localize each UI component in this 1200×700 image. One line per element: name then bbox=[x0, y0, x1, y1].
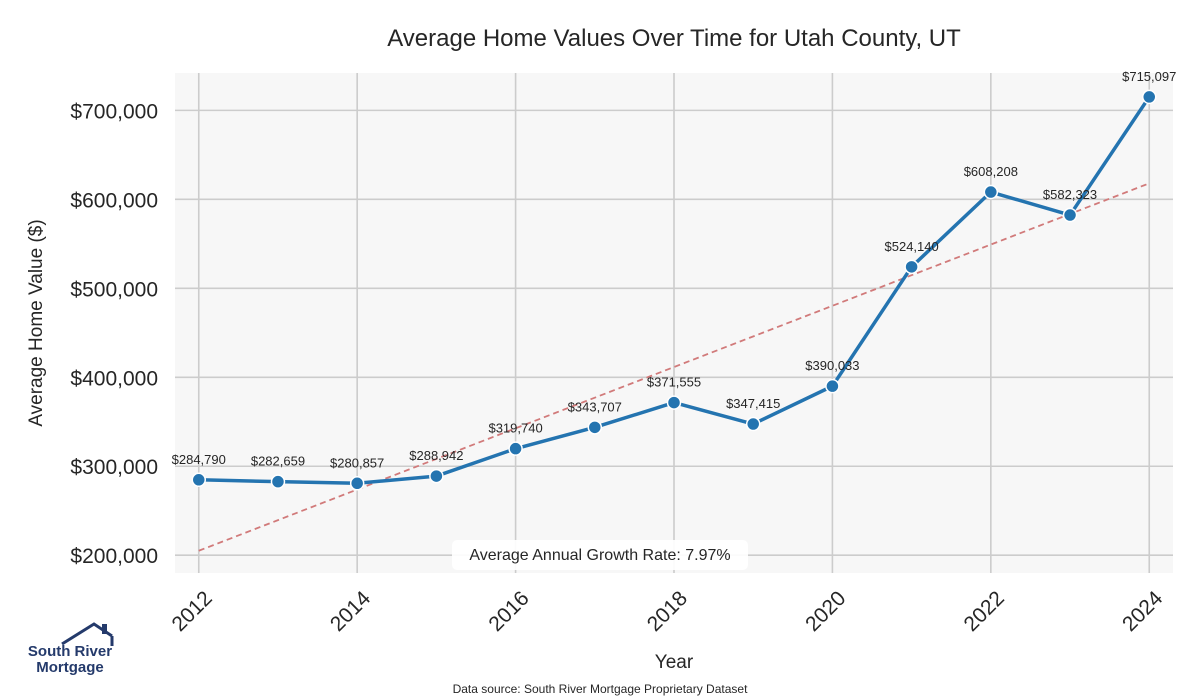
y-tick-label: $200,000 bbox=[70, 545, 158, 568]
grid-lines bbox=[175, 73, 1173, 573]
data-label: $347,415 bbox=[726, 396, 780, 411]
annotation-text: Average Annual Growth Rate: 7.97% bbox=[469, 547, 730, 564]
y-tick-label: $600,000 bbox=[70, 189, 158, 212]
data-label: $282,659 bbox=[251, 454, 305, 469]
data-label: $524,140 bbox=[885, 239, 939, 254]
data-point bbox=[1141, 89, 1157, 105]
data-label: $582,323 bbox=[1043, 187, 1097, 202]
annotation-box bbox=[452, 540, 748, 570]
company-logo: South River Mortgage bbox=[20, 620, 120, 682]
data-label: $390,033 bbox=[805, 358, 859, 373]
x-tick-label: 2012 bbox=[168, 587, 217, 636]
data-label: $284,790 bbox=[172, 452, 226, 467]
logo-line-2: Mortgage bbox=[36, 659, 104, 676]
data-point bbox=[429, 468, 444, 484]
x-tick-label: 2020 bbox=[801, 587, 850, 636]
chart-title: Average Home Values Over Time for Utah C… bbox=[387, 25, 961, 52]
data-point bbox=[745, 416, 761, 432]
data-label: $288,942 bbox=[409, 448, 463, 463]
data-source-footer: Data source: South River Mortgage Propri… bbox=[453, 682, 748, 696]
data-point bbox=[983, 184, 999, 200]
x-tick-label: 2014 bbox=[326, 587, 376, 637]
data-point bbox=[1062, 207, 1078, 223]
data-point bbox=[587, 420, 603, 435]
data-label: $319,740 bbox=[488, 421, 542, 436]
y-tick-label: $400,000 bbox=[70, 367, 158, 390]
series-layer bbox=[191, 89, 1157, 491]
data-point bbox=[666, 395, 682, 410]
data-label: $608,208 bbox=[964, 164, 1018, 179]
x-axis-ticks: 2012 2014 2016 2018 2020 2022 2024 bbox=[168, 587, 1168, 637]
y-tick-label: $300,000 bbox=[70, 456, 158, 479]
logo-wordmark: South River Mortgage bbox=[20, 644, 120, 676]
x-tick-label: 2022 bbox=[960, 587, 1009, 636]
x-tick-label: 2016 bbox=[484, 587, 533, 636]
y-axis-ticks: $200,000 $300,000 $400,000 $500,000 $600,000… bbox=[70, 100, 158, 568]
growth-rate-annotation: Average Annual Growth Rate: 7.97% bbox=[452, 540, 748, 570]
y-axis-label: Average Home Value ($) bbox=[26, 219, 47, 426]
logo-line-1: South River bbox=[27, 643, 113, 660]
data-label: $715,097 bbox=[1122, 69, 1176, 84]
data-label: $371,555 bbox=[647, 375, 701, 390]
data-point bbox=[349, 476, 365, 491]
x-axis-label: Year bbox=[655, 652, 694, 673]
data-label: $280,857 bbox=[330, 455, 384, 470]
y-tick-label: $700,000 bbox=[70, 100, 158, 123]
data-labels: $284,790 $282,659 $280,857 $288,942 $319,740… bbox=[172, 69, 1177, 470]
data-point bbox=[508, 441, 523, 456]
data-point bbox=[825, 378, 840, 394]
house-roof-icon bbox=[61, 622, 114, 646]
data-point bbox=[904, 259, 919, 275]
data-point bbox=[191, 472, 207, 488]
x-tick-label: 2018 bbox=[643, 587, 692, 636]
data-label: $343,707 bbox=[568, 399, 622, 414]
data-point bbox=[270, 474, 286, 489]
x-tick-label: 2024 bbox=[1118, 587, 1168, 637]
y-tick-label: $500,000 bbox=[70, 278, 158, 301]
